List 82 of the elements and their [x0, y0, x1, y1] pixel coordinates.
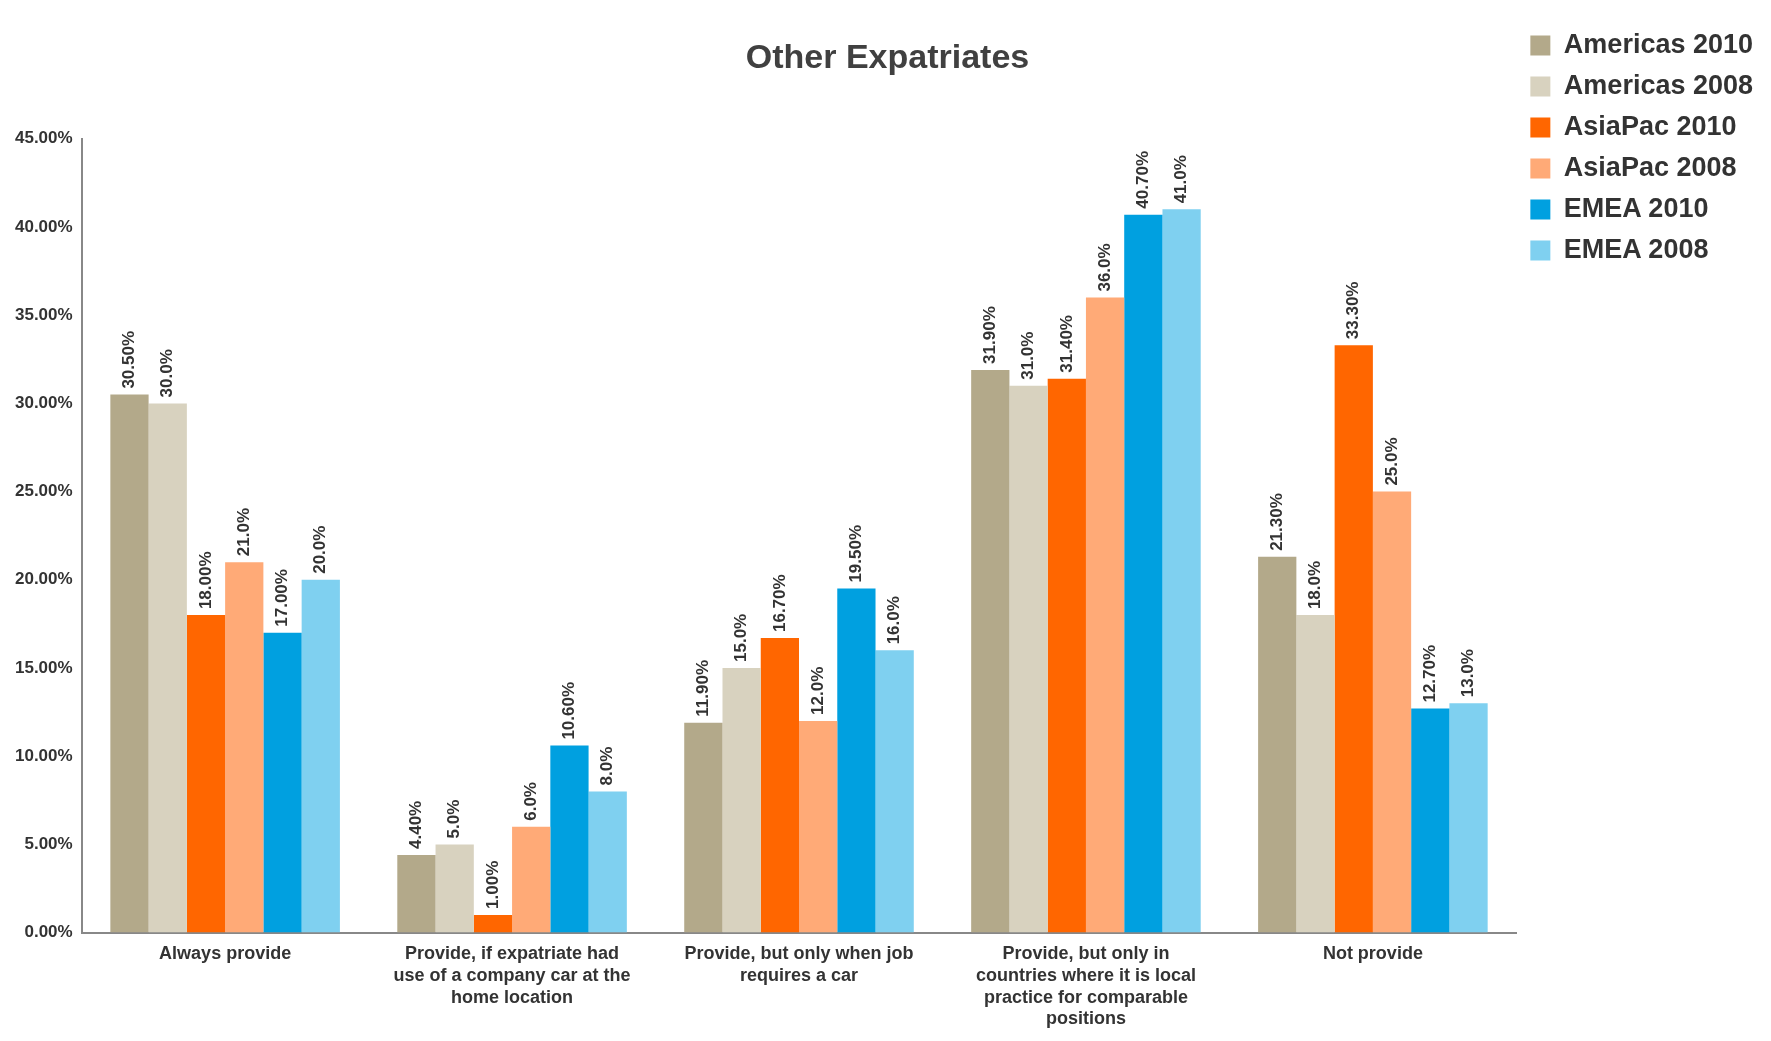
data-label: 19.50% — [846, 524, 866, 583]
legend-label: EMEA 2010 — [1563, 192, 1709, 223]
bar — [1162, 209, 1201, 933]
bar — [1258, 556, 1297, 933]
data-label: 16.70% — [769, 574, 789, 633]
legend-label: EMEA 2008 — [1563, 233, 1709, 264]
legend-label: AsiaPac 2008 — [1563, 151, 1737, 182]
bar — [397, 854, 436, 933]
data-label: 30.50% — [119, 330, 139, 389]
data-label: 20.0% — [310, 525, 330, 574]
data-label: 12.0% — [807, 666, 827, 715]
data-label: 18.0% — [1305, 560, 1325, 610]
chart-title: Other Expatriates — [745, 36, 1030, 75]
bar — [186, 615, 226, 933]
bar — [837, 588, 876, 933]
bar — [1449, 703, 1488, 933]
y-tick-label: 20.00% — [14, 569, 73, 589]
data-label: 8.0% — [597, 746, 617, 786]
data-label: 21.0% — [233, 507, 253, 557]
bar — [760, 638, 800, 933]
data-label: 21.30% — [1266, 493, 1286, 551]
bar — [1296, 615, 1335, 933]
data-label: 17.00% — [272, 569, 292, 627]
bar — [971, 369, 1010, 933]
y-tick-label: 30.00% — [14, 393, 73, 413]
data-label: 11.90% — [693, 659, 713, 717]
bar — [875, 650, 914, 933]
data-label: 13.0% — [1458, 649, 1478, 698]
data-label: 25.0% — [1381, 437, 1401, 486]
y-tick-label: 45.00% — [14, 128, 73, 148]
bar — [148, 403, 187, 933]
x-tick-label: Provide, but only when job requires a car — [684, 943, 914, 985]
bar — [110, 394, 149, 933]
x-tick-label: Always provide — [159, 943, 292, 964]
bar — [263, 632, 302, 933]
x-tick-label: Provide, if expatriate had use of a company car at the home location — [393, 943, 631, 1007]
data-label: 1.00% — [482, 860, 502, 909]
bar — [301, 579, 340, 933]
data-label: 41.0% — [1171, 155, 1191, 204]
data-label: 31.90% — [979, 306, 999, 364]
bar — [225, 562, 264, 933]
data-label: 40.70% — [1133, 150, 1153, 209]
data-label: 4.40% — [406, 800, 426, 849]
bar — [1334, 345, 1373, 933]
legend-label: Americas 2010 — [1563, 28, 1754, 59]
y-tick-label: 40.00% — [14, 216, 73, 236]
bar — [588, 791, 627, 933]
data-label: 36.0% — [1094, 243, 1114, 292]
bar — [722, 668, 761, 933]
bar — [684, 722, 723, 933]
y-tick-label: 35.00% — [14, 304, 73, 324]
data-label: 33.30% — [1343, 281, 1363, 340]
data-label: 30.0% — [157, 349, 177, 398]
bar — [435, 844, 474, 933]
data-label: 31.0% — [1018, 331, 1038, 380]
bar — [473, 914, 513, 933]
bar — [799, 720, 838, 933]
data-label: 6.0% — [520, 782, 540, 821]
bar — [1411, 708, 1450, 933]
x-tick-label: Provide, but only in countries where it is local practice for comparable positions — [975, 943, 1196, 1029]
bar — [1085, 297, 1125, 933]
bar — [1124, 214, 1163, 933]
data-label: 18.00% — [195, 551, 215, 610]
bar — [512, 826, 551, 933]
x-tick-label: Not provide — [1322, 943, 1423, 964]
data-label: 16.0% — [884, 596, 904, 645]
y-tick-label: 25.00% — [14, 481, 73, 501]
y-tick-label: 10.00% — [14, 745, 73, 765]
bar — [550, 745, 589, 933]
bar — [1047, 378, 1086, 933]
bar — [1009, 385, 1048, 933]
data-label: 12.70% — [1419, 644, 1439, 703]
legend-label: AsiaPac 2010 — [1563, 110, 1737, 141]
bar — [1372, 491, 1412, 933]
data-label: 5.0% — [444, 799, 464, 839]
legend-label: Americas 2008 — [1563, 69, 1754, 100]
y-tick-label: 0.00% — [24, 922, 73, 942]
data-label: 15.0% — [731, 613, 751, 662]
data-label: 31.40% — [1056, 315, 1076, 373]
data-label: 10.60% — [559, 681, 579, 740]
y-tick-label: 5.00% — [24, 834, 73, 854]
y-tick-label: 15.00% — [14, 657, 73, 677]
